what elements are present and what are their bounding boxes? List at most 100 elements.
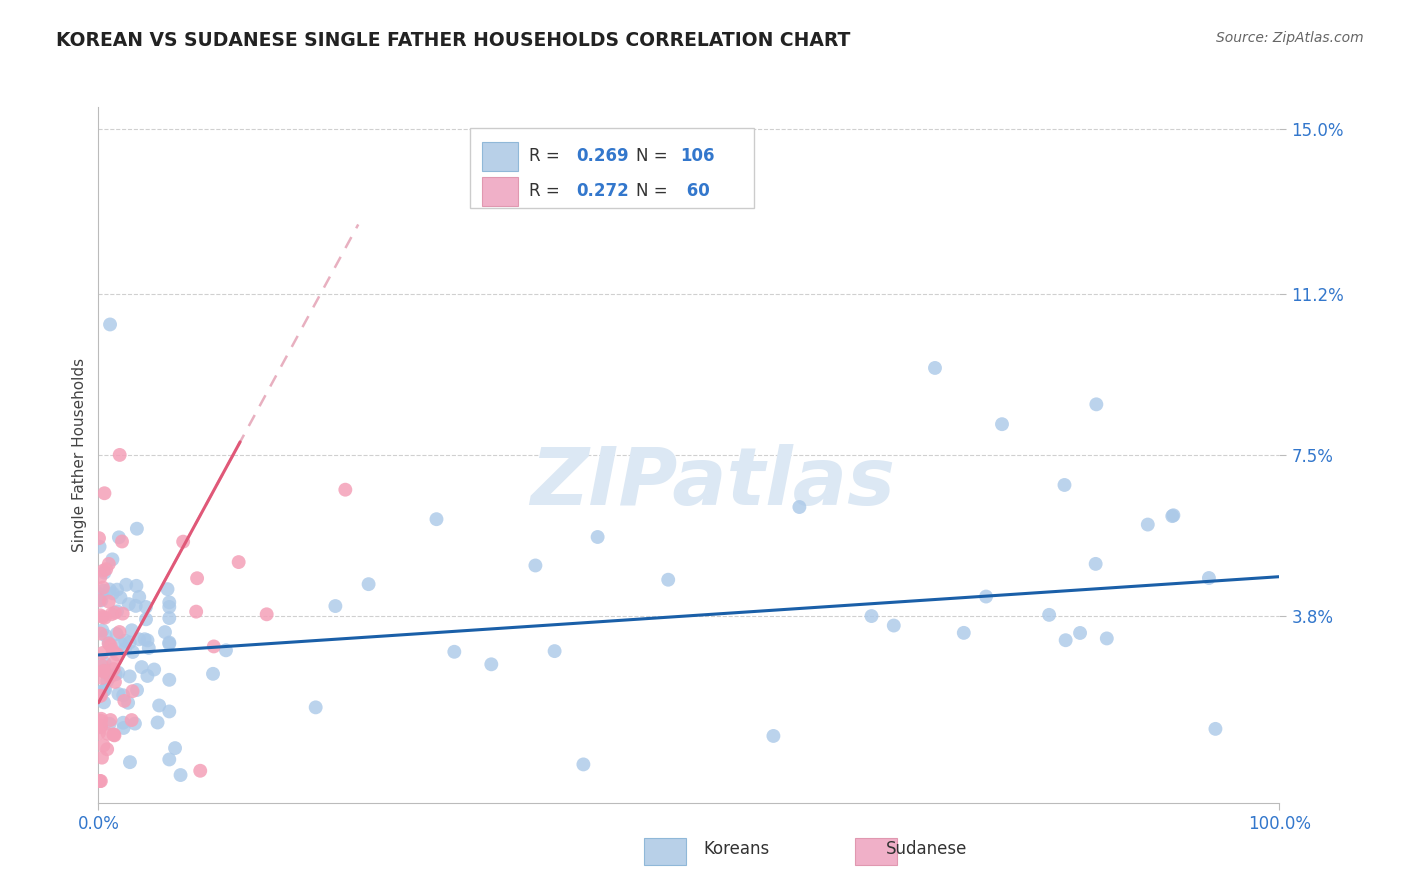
Point [89, 720, 111, 734]
Point [89, 592, 111, 607]
Text: R =: R = [530, 182, 565, 200]
Point [157, 673, 180, 687]
Point [153, 625, 176, 640]
Point [1095, 632, 1118, 646]
Point [165, 741, 187, 756]
Point [157, 752, 180, 766]
Point [96, 742, 118, 756]
Point [103, 656, 125, 670]
Point [93, 739, 115, 753]
Point [1163, 508, 1185, 523]
Point [93, 486, 115, 500]
Point [325, 599, 347, 613]
Point [1054, 633, 1077, 648]
Point [93, 683, 115, 698]
Text: N =: N = [636, 182, 672, 200]
Point [215, 643, 238, 657]
Point [148, 698, 170, 713]
Text: 0.272: 0.272 [576, 182, 630, 200]
Point [110, 637, 132, 651]
Point [128, 590, 150, 604]
Point [89, 774, 111, 789]
Point [479, 657, 502, 672]
Point [89, 591, 111, 605]
Point [114, 641, 136, 656]
Point [118, 597, 141, 611]
Text: Koreans: Koreans [703, 840, 769, 858]
Point [121, 684, 143, 698]
Point [118, 669, 141, 683]
Point [90, 626, 112, 640]
Point [169, 768, 191, 782]
Point [228, 555, 250, 569]
Point [87, 531, 110, 545]
Point [111, 607, 134, 621]
Point [146, 715, 169, 730]
Point [100, 639, 122, 653]
Text: R =: R = [530, 147, 565, 165]
Point [89, 689, 111, 703]
Point [93, 664, 115, 678]
Text: 106: 106 [681, 147, 716, 165]
Point [93, 566, 115, 580]
Point [89, 540, 111, 554]
Point [125, 522, 148, 536]
Point [93, 695, 115, 709]
Point [1198, 571, 1220, 585]
Point [100, 607, 122, 622]
Point [108, 530, 131, 544]
Point [96, 673, 118, 688]
Point [1161, 509, 1184, 524]
Point [125, 683, 148, 698]
Point [93, 656, 115, 670]
Point [103, 662, 125, 676]
Point [91, 581, 114, 595]
Point [135, 599, 157, 614]
Point [90, 774, 112, 789]
Point [90, 712, 112, 726]
Point [157, 705, 180, 719]
Text: ZIPatlas: ZIPatlas [530, 443, 896, 522]
Point [107, 665, 129, 680]
Point [118, 755, 141, 769]
Y-axis label: Single Father Households: Single Father Households [72, 358, 87, 552]
Point [586, 530, 609, 544]
Point [89, 570, 111, 584]
Point [156, 582, 179, 596]
Point [93, 665, 115, 679]
Point [131, 660, 153, 674]
Point [572, 757, 595, 772]
Point [91, 610, 114, 624]
Point [952, 625, 974, 640]
Point [97, 557, 120, 571]
Point [115, 578, 138, 592]
Point [136, 669, 159, 683]
Point [98, 582, 121, 597]
Point [107, 687, 129, 701]
Point [860, 609, 883, 624]
Point [186, 605, 208, 619]
Point [103, 728, 125, 742]
Point [97, 636, 120, 650]
Bar [644, 838, 686, 865]
Point [157, 599, 180, 614]
Bar [855, 838, 897, 865]
Point [136, 633, 159, 648]
Point [112, 694, 135, 708]
Bar [482, 177, 517, 206]
Point [90, 714, 112, 728]
Point [883, 618, 905, 632]
Point [186, 571, 208, 585]
Point [543, 644, 565, 658]
Point [762, 729, 785, 743]
Point [91, 646, 114, 660]
Point [105, 582, 128, 597]
Text: 60: 60 [681, 182, 710, 200]
Point [108, 625, 131, 640]
Point [94, 682, 117, 697]
Point [96, 562, 118, 576]
Point [157, 635, 180, 649]
Point [111, 534, 134, 549]
Point [90, 593, 112, 607]
Point [202, 666, 225, 681]
